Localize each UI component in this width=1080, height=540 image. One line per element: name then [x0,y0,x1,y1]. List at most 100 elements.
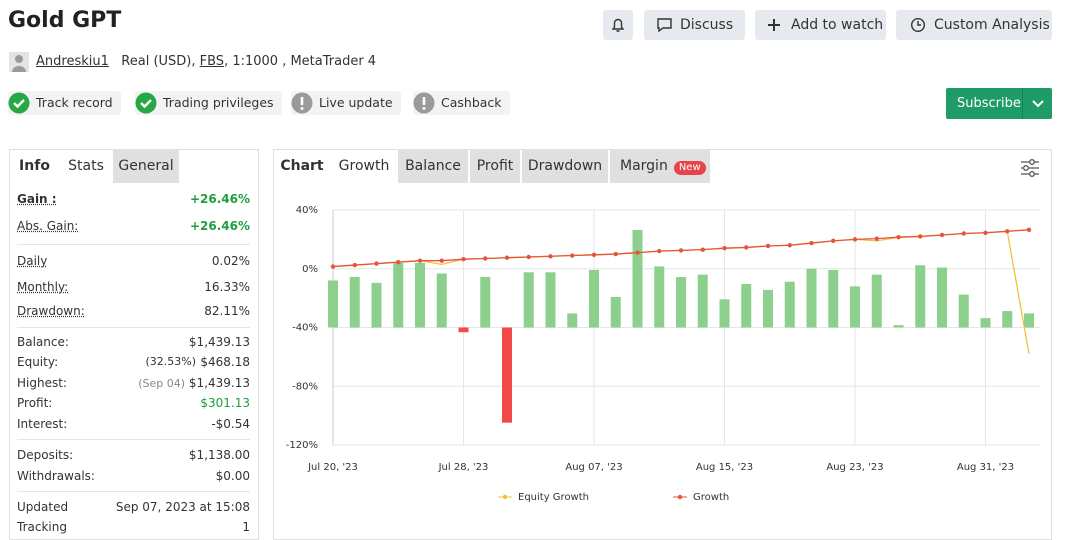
legend-marker [677,494,683,500]
stat-value: $1,439.13 [188,335,250,349]
stat-label: Gain : [17,192,57,206]
point [831,238,836,244]
badge-label: Trading privileges [163,95,274,110]
point [635,250,640,255]
watch-button[interactable]: Add to watch [755,10,886,40]
stat-row: Interest: -$0.54 [17,417,250,433]
bar [654,266,665,328]
stat-label: Balance: [17,335,69,349]
point [678,248,684,253]
tab[interactable]: Drawdown [522,150,608,183]
tab[interactable]: Stats [68,158,104,174]
bar [523,272,534,328]
subscribe-dropdown[interactable] [1022,88,1053,119]
point [939,232,945,238]
settings-icon[interactable] [1019,158,1041,178]
bar [850,286,860,328]
stat-row: Tracking 1 [17,520,250,536]
y-tick-label: -80% [292,381,318,392]
subscribe-button[interactable]: Subscribe [946,88,1052,119]
plus-icon [768,19,780,31]
point [961,231,966,236]
point [852,237,858,242]
stat-value: -$0.54 [211,417,250,431]
tab[interactable]: Info [19,158,50,174]
discuss-button[interactable]: Discuss [644,10,745,40]
point [1026,227,1032,233]
tab[interactable]: Growth [338,158,390,174]
stat-label: Withdrawals: [17,469,95,483]
stat-label: Equity: [17,355,59,369]
badge[interactable]: Cashback [413,91,510,115]
tab[interactable]: Margin New [610,150,710,183]
button-label: Custom Analysis [934,17,1050,33]
x-tick-label: Aug 31, '23 [957,462,1014,473]
analysis-button[interactable]: Custom Analysis [896,10,1052,40]
x-tick-label: Aug 23, '23 [826,462,883,473]
user-link[interactable]: Andreskiu1 [36,54,109,69]
y-tick-label: -120% [286,440,318,451]
badge-label: Track record [36,95,113,110]
point [657,248,662,254]
bar [697,274,708,328]
stat-label: Highest: [17,376,67,390]
bar [480,276,491,328]
badge-label: Live update [319,95,393,110]
point [1005,229,1010,234]
stat-value: $1,138.00 [188,448,250,462]
y-tick-label: -40% [292,323,318,334]
subscribe-label: Subscribe [957,96,1021,111]
point [548,254,553,259]
stat-value: +26.46% [189,192,250,206]
point [374,261,379,266]
stat-row: Deposits: $1,138.00 [17,448,250,464]
stat-row: Highest: $1,439.13 (Sep 04) [17,376,250,392]
new-badge: New [673,161,706,175]
badge[interactable]: Trading privileges [135,91,282,115]
stat-row: Gain : +26.46% [17,192,250,208]
point [722,245,727,251]
tab[interactable]: General [113,150,179,183]
bar [893,325,904,328]
bar [349,276,360,328]
bar [545,272,556,328]
point [570,253,575,258]
tab[interactable]: Profit [470,150,520,183]
tab[interactable]: Chart [280,158,324,174]
avatar [9,52,29,72]
stat-value: 82.11% [204,304,250,318]
stat-label: Abs. Gain: [17,219,79,233]
point [983,230,988,235]
separator [17,439,250,440]
page-title: Gold GPT [8,8,122,33]
stat-row: Monthly: 16.33% [17,280,250,296]
stat-label: Daily [17,254,48,268]
separator [17,491,250,492]
tab[interactable]: Balance [398,150,468,183]
broker-link[interactable]: FBS [199,54,225,69]
point [504,255,510,260]
point [874,236,879,241]
badge-icon [135,92,157,114]
point [526,254,531,260]
bar [763,289,773,328]
point [417,258,423,263]
bell-button[interactable] [603,10,633,40]
legend-marker [502,494,508,500]
badge[interactable]: Track record [8,91,121,115]
bar [371,282,382,328]
point [700,247,705,252]
stat-label: Monthly: [17,280,69,294]
bar [871,274,882,328]
point [461,257,466,262]
point [896,234,901,240]
badge[interactable]: Live update [291,91,401,115]
bar [1024,313,1034,328]
stat-row: Equity: $468.18 (32.53%) [17,355,250,371]
stat-label: Updated [17,500,69,514]
y-tick-label: 40% [296,205,318,216]
bar [676,276,686,328]
bar [1002,311,1013,328]
bar [436,273,447,328]
